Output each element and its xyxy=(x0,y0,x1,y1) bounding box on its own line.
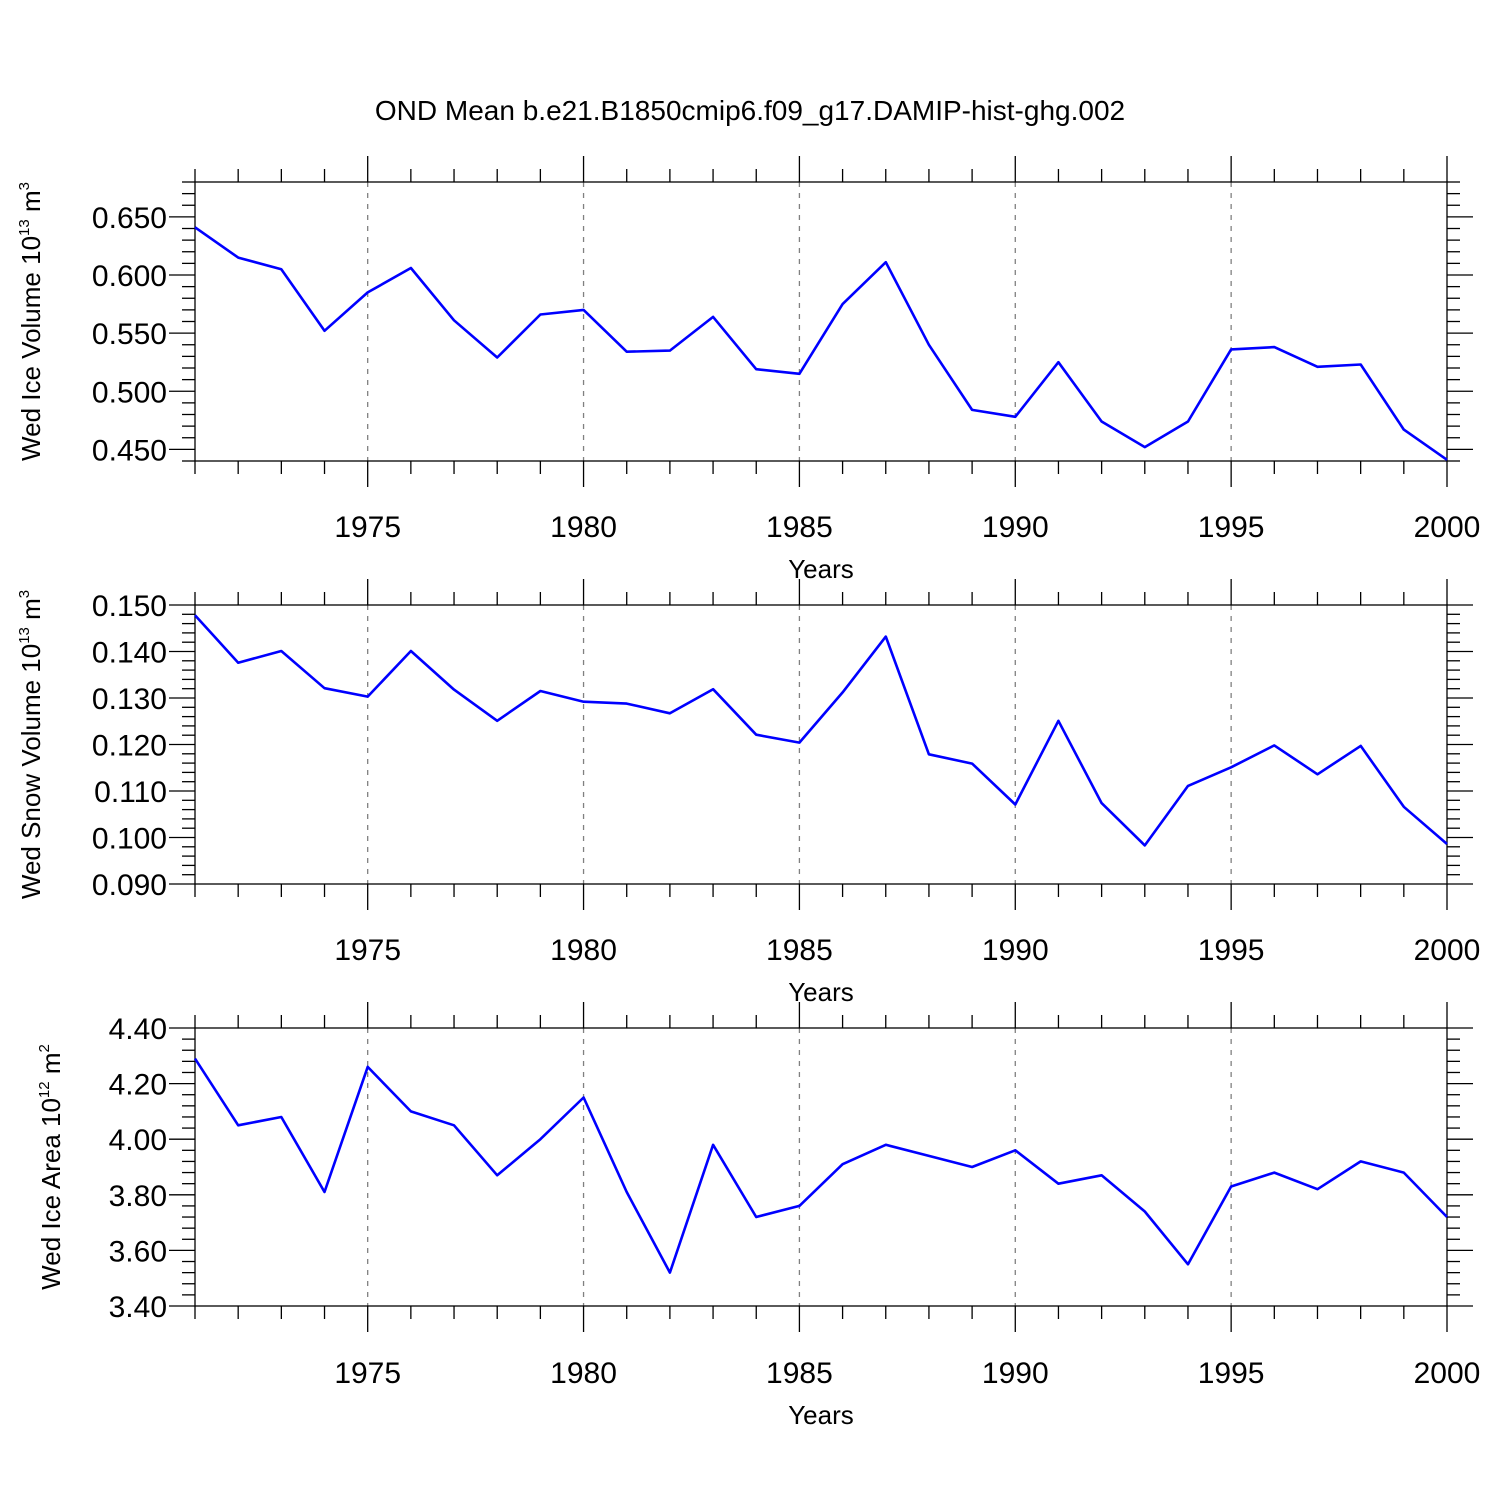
chart-panel-1: 0.450 0.500 0.550 0.600 0.650 1975 1980 1985 199… xyxy=(16,156,1480,584)
x-tick-label: 1980 xyxy=(550,511,617,544)
y-tick-label: 0.550 xyxy=(92,318,167,351)
x-tick-label: 1975 xyxy=(334,511,401,544)
series-line xyxy=(194,226,1448,461)
chart-panel-3: 3.40 3.60 3.80 4.00 4.20 4.40 1975 1980 1985 1990… xyxy=(36,1002,1480,1430)
y-axis-title-unit: m xyxy=(36,1053,66,1082)
y-axis-title: Wed Ice Area 1012 m2 xyxy=(36,1044,66,1290)
y-tick-label: 0.120 xyxy=(92,730,167,763)
x-tick-label: 1980 xyxy=(550,934,617,967)
y-axis-title: Wed Ice Volume 1013 m3 xyxy=(16,182,46,461)
x-tick-label: 1990 xyxy=(982,1357,1049,1390)
y-axis-title-unit-exponent: 2 xyxy=(36,1044,53,1052)
x-tick-label: 1975 xyxy=(334,1357,401,1390)
x-tick-label: 1975 xyxy=(334,934,401,967)
y-tick-label: 3.60 xyxy=(109,1235,167,1268)
y-axis-title-text: Wed Ice Volume 10 xyxy=(16,236,46,461)
y-axis-title-text: Wed Ice Area 10 xyxy=(36,1098,66,1290)
y-axis-title-exponent: 13 xyxy=(16,219,33,236)
y-tick-label: 0.150 xyxy=(92,590,167,623)
plot-frame xyxy=(194,604,1448,885)
x-axis-title: Years xyxy=(788,1400,854,1430)
x-tick-label: 1985 xyxy=(766,511,833,544)
chart-panel-2: 0.090 0.100 0.110 0.120 0.130 0.140 0.150 1975 1… xyxy=(16,579,1480,1007)
y-tick-label: 0.140 xyxy=(92,637,167,670)
y-axis-title-exponent: 12 xyxy=(36,1081,53,1098)
y-tick-label: 3.40 xyxy=(109,1291,167,1324)
series-line xyxy=(193,1057,1448,1274)
x-tick-label: 1995 xyxy=(1198,934,1265,967)
x-tick-label: 2000 xyxy=(1414,934,1481,967)
x-tick-label: 2000 xyxy=(1414,511,1481,544)
y-axis-title-text: Wed Snow Volume 10 xyxy=(16,644,46,899)
x-tick-label: 1995 xyxy=(1198,511,1265,544)
x-tick-label: 1990 xyxy=(982,511,1049,544)
y-tick-label: 0.600 xyxy=(92,260,167,293)
y-tick-label: 4.40 xyxy=(109,1013,167,1046)
y-axis-title-unit: m xyxy=(16,598,46,627)
x-tick-label: 1990 xyxy=(982,934,1049,967)
y-tick-label: 0.500 xyxy=(92,376,167,409)
y-tick-label: 3.80 xyxy=(109,1180,167,1213)
y-axis-title-unit: m xyxy=(16,190,46,219)
y-tick-label: 0.100 xyxy=(92,823,167,856)
x-tick-label: 1985 xyxy=(766,934,833,967)
x-axis-title: Years xyxy=(788,554,854,584)
x-tick-label: 2000 xyxy=(1414,1357,1481,1390)
figure-title: OND Mean b.e21.B1850cmip6.f09_g17.DAMIP-… xyxy=(375,95,1125,126)
y-axis-title-unit-exponent: 3 xyxy=(16,182,33,190)
plot-frame xyxy=(194,1027,1448,1307)
x-tick-label: 1995 xyxy=(1198,1357,1265,1390)
series-line xyxy=(194,614,1448,847)
y-tick-label: 0.130 xyxy=(92,683,167,716)
y-axis-title-exponent: 13 xyxy=(16,627,33,644)
y-tick-label: 0.090 xyxy=(92,869,167,902)
y-axis-title: Wed Snow Volume 1013 m3 xyxy=(16,590,46,899)
x-axis-title: Years xyxy=(788,977,854,1007)
y-tick-label: 4.20 xyxy=(109,1069,167,1102)
plot-frame xyxy=(194,181,1448,462)
x-tick-label: 1980 xyxy=(550,1357,617,1390)
x-tick-label: 1985 xyxy=(766,1357,833,1390)
y-tick-label: 0.110 xyxy=(94,776,167,809)
y-tick-label: 0.450 xyxy=(92,434,167,467)
chart-panels: 0.450 0.500 0.550 0.600 0.650 1975 1980 1985 199… xyxy=(16,156,1480,1430)
y-axis-title-unit-exponent: 3 xyxy=(16,590,33,598)
y-tick-label: 4.00 xyxy=(109,1124,167,1157)
y-tick-label: 0.650 xyxy=(92,202,167,235)
